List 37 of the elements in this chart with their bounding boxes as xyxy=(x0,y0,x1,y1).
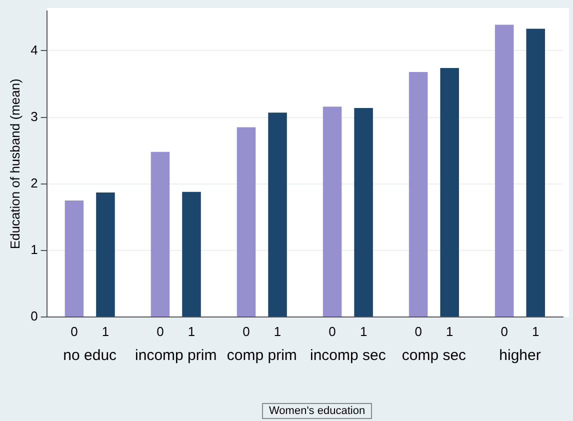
bar xyxy=(322,106,342,316)
y-tick-label: 2 xyxy=(30,175,38,190)
text: 1 xyxy=(446,324,454,340)
x-tick-label: no educ xyxy=(63,347,118,364)
text: 0 xyxy=(156,324,164,340)
y-axis-title: Education of husband (mean) xyxy=(7,78,22,250)
text: 1 xyxy=(188,324,196,340)
x-axis-title: Women's education xyxy=(262,403,372,419)
x-tick-label: incomp prim xyxy=(135,347,217,364)
bar xyxy=(96,192,115,316)
text: 0 xyxy=(242,324,250,340)
text: 1 xyxy=(274,324,282,340)
bar xyxy=(236,127,256,316)
series-label: 1 xyxy=(102,324,110,340)
bar xyxy=(182,192,201,316)
y-tick-label: 0 xyxy=(30,308,38,324)
bar xyxy=(494,24,514,316)
bar xyxy=(150,152,170,316)
bar xyxy=(408,72,428,316)
y-tick-label: 3 xyxy=(30,108,38,124)
bar xyxy=(526,28,546,316)
bar xyxy=(354,108,373,316)
x-tick-label: incomp sec xyxy=(310,347,386,364)
text: 0 xyxy=(500,324,508,340)
bar xyxy=(64,200,84,316)
x-tick-label: higher xyxy=(499,347,541,364)
y-tick-label: 1 xyxy=(30,242,38,258)
x-tick-label: comp prim xyxy=(226,347,297,364)
text: 0 xyxy=(328,324,336,340)
text: 0 xyxy=(414,324,422,340)
series-label: 0 xyxy=(70,324,78,340)
text: 1 xyxy=(360,324,368,340)
y-tick-label: 4 xyxy=(30,42,38,58)
x-tick-label: comp sec xyxy=(402,347,467,364)
bar xyxy=(268,112,287,316)
text: 1 xyxy=(532,324,540,340)
bar xyxy=(440,68,459,316)
